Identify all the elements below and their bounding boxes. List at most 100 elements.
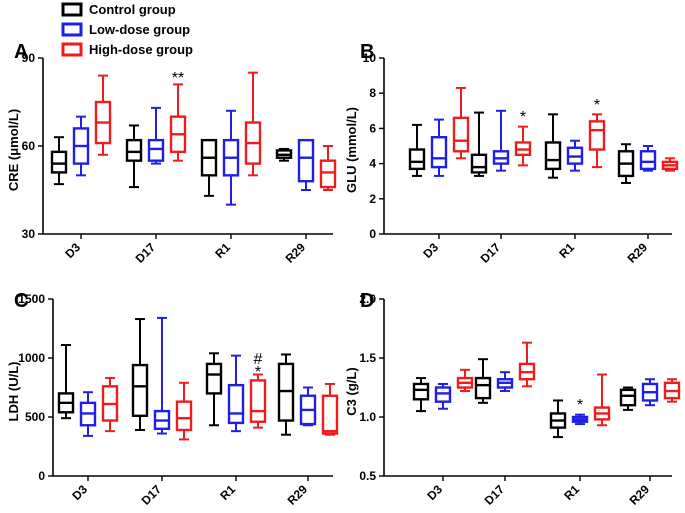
legend-swatch-low-dose-group	[61, 22, 83, 37]
legend-label: Low-dose group	[89, 22, 190, 37]
box-iqr	[297, 138, 315, 183]
box-high-dose-group-d17	[175, 381, 193, 441]
box-iqr	[321, 394, 339, 435]
y-tick-label: 2.0	[359, 292, 376, 306]
y-tick-label: 2	[369, 192, 376, 206]
panel-d: D 0.5 1.0 1.5 2.0 C3 (g/L) D3 D17 R1 R29 *	[344, 290, 681, 508]
box-control-group-d3	[408, 123, 426, 177]
panel-b: B 0 2 4 6 8 10 GLU (mmol/L) D3 D17 R1 R29 * *	[344, 41, 679, 266]
y-tick-label: 1.5	[359, 351, 376, 365]
legend-item-low-dose-group: Low-dose group	[61, 22, 190, 37]
box-iqr	[175, 400, 193, 432]
box-low-dose-group-r29	[297, 138, 315, 191]
box-high-dose-group-r1	[249, 373, 267, 429]
box-iqr	[470, 153, 488, 174]
box-low-dose-group-r29	[299, 386, 317, 427]
box-high-dose-group-d3	[456, 368, 474, 393]
box-iqr	[639, 150, 657, 171]
significance-marker: #	[254, 351, 263, 368]
box-low-dose-group-r29	[641, 378, 659, 407]
box-high-dose-group-d17	[518, 341, 536, 388]
y-tick-label: 6	[369, 121, 376, 135]
legend-label: High-dose group	[89, 42, 193, 57]
box-iqr	[408, 148, 426, 171]
y-tick-label: 0	[369, 227, 376, 241]
box-iqr	[474, 376, 492, 400]
box-iqr	[544, 141, 562, 171]
panel-letter: B	[360, 41, 374, 63]
x-tick-label: R1	[561, 482, 582, 503]
x-tick-label: R29	[285, 482, 311, 508]
box-control-group-r29	[277, 353, 295, 436]
box-iqr	[249, 379, 267, 423]
box-iqr	[319, 159, 337, 189]
box-high-dose-group-r29	[661, 157, 679, 172]
panel-letter: A	[14, 41, 28, 63]
box-low-dose-group-r1	[566, 139, 584, 172]
significance-marker: *	[255, 364, 261, 381]
box-low-dose-group-r1	[227, 354, 245, 433]
y-tick-label: 500	[25, 410, 45, 424]
box-control-group-d17	[470, 111, 488, 177]
y-axis-label: C3 (g/L)	[344, 367, 359, 415]
significance-marker: **	[172, 70, 184, 87]
x-tick-label: D3	[420, 240, 441, 261]
significance-marker: *	[520, 109, 526, 126]
box-iqr	[412, 382, 430, 401]
box-control-group-r29	[617, 143, 635, 184]
y-tick-label: 30	[22, 227, 36, 241]
box-high-dose-group-r29	[663, 378, 681, 403]
x-tick-label: R1	[212, 240, 233, 261]
box-low-dose-group-d3	[434, 382, 452, 410]
legend-swatch-control-group	[61, 2, 83, 17]
box-low-dose-group-r1	[222, 109, 240, 206]
box-high-dose-group-r29	[321, 382, 339, 436]
box-high-dose-group-r29	[319, 145, 337, 191]
y-tick-label: 1500	[18, 292, 45, 306]
x-tick-label: R29	[625, 240, 651, 266]
box-control-group-d17	[131, 318, 149, 431]
panel-letter: C	[14, 290, 28, 312]
y-axis-label: LDH (U/L)	[6, 362, 21, 422]
panel-a: A 30 60 90 CRE (μmol/L) D3 D17 R1 R29 **	[6, 41, 337, 266]
x-tick-label: D17	[133, 240, 159, 266]
box-control-group-d17	[474, 358, 492, 404]
y-tick-label: 4	[369, 157, 376, 171]
y-tick-label: 1.0	[359, 410, 376, 424]
box-low-dose-group-d17	[492, 109, 510, 172]
box-iqr	[125, 138, 143, 162]
legend-item-control-group: Control group	[61, 2, 176, 17]
box-low-dose-group-d3	[430, 118, 448, 177]
box-high-dose-group-d17	[514, 125, 532, 167]
y-axis-label: GLU (mmol/L)	[344, 107, 359, 193]
box-control-group-r1	[205, 352, 223, 427]
y-tick-label: 90	[22, 51, 36, 65]
x-tick-label: D17	[478, 240, 504, 266]
x-tick-label: D3	[424, 482, 445, 503]
legend-label: Control group	[89, 2, 176, 17]
y-tick-label: 1000	[18, 351, 45, 365]
box-control-group-d3	[50, 136, 68, 186]
y-tick-label: 0	[38, 469, 45, 483]
box-control-group-r29	[275, 147, 293, 162]
x-tick-label: D17	[139, 482, 165, 508]
y-tick-label: 8	[369, 86, 376, 100]
box-high-dose-group-r1	[244, 71, 262, 177]
box-iqr	[588, 120, 606, 151]
x-tick-label: D3	[69, 482, 90, 503]
box-iqr	[147, 138, 165, 162]
box-high-dose-group-d3	[94, 74, 112, 156]
box-high-dose-group-r1	[593, 373, 611, 427]
y-axis-label: CRE (μmol/L)	[6, 109, 21, 191]
legend-item-high-dose-group: High-dose group	[61, 42, 193, 57]
box-control-group-d3	[412, 377, 430, 413]
box-high-dose-group-d17	[169, 83, 187, 162]
box-low-dose-group-d3	[79, 391, 97, 437]
legend: Control group Low-dose group High-dose gro…	[61, 2, 193, 57]
box-low-dose-group-d17	[496, 371, 514, 393]
box-low-dose-group-d17	[153, 316, 171, 435]
box-low-dose-group-r1	[571, 413, 589, 426]
box-control-group-r1	[549, 399, 567, 439]
